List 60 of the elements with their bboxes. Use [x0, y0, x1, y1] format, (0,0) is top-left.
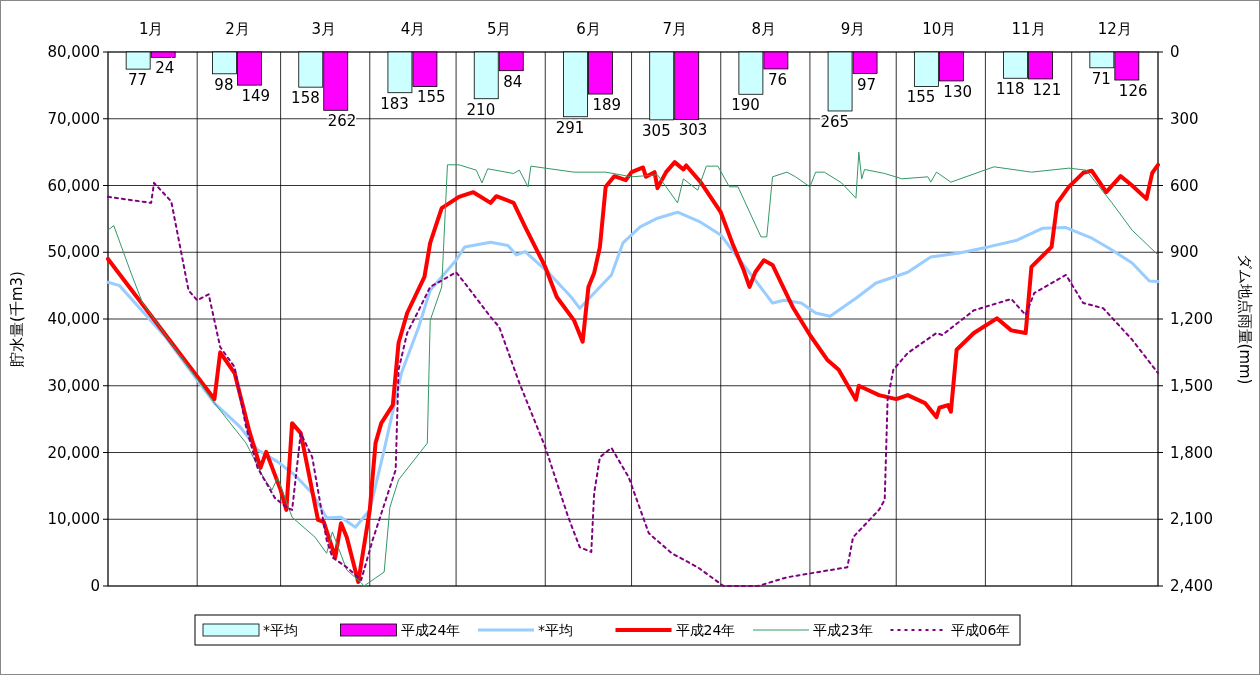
y-tick-label: 60,000 [47, 176, 100, 195]
data-label: 98 [214, 75, 234, 94]
data-label: 155 [416, 88, 446, 107]
legend-label: *平均 [263, 622, 298, 638]
y2-tick-label: 2,100 [1170, 510, 1213, 529]
x-tick-label: 2月 [225, 20, 250, 38]
y-axis-title: 貯水量(千m3) [8, 271, 26, 367]
y-tick-label: 80,000 [47, 43, 100, 61]
data-label: 121 [1032, 80, 1062, 99]
data-label: 71 [1091, 69, 1111, 88]
x-tick-label: 7月 [662, 20, 687, 38]
data-label: 97 [857, 75, 877, 94]
data-label: 183 [380, 94, 409, 113]
y2-tick-label: 0 [1170, 43, 1180, 61]
y-tick-label: 0 [90, 577, 100, 595]
legend-label: 平成24年 [675, 622, 736, 638]
x-tick-label: 10月 [922, 20, 957, 38]
data-label: 190 [731, 96, 760, 115]
x-tick-label: 4月 [400, 20, 426, 38]
x-tick-label: 3月 [311, 20, 337, 38]
data-label: 76 [767, 70, 787, 89]
y-tick-label: 50,000 [47, 243, 100, 262]
y-tick-label: 30,000 [47, 376, 100, 395]
data-label: 84 [503, 72, 523, 91]
y-tick-label: 70,000 [47, 109, 100, 128]
x-tick-label: 12月 [1097, 20, 1132, 38]
data-label: 303 [678, 121, 708, 140]
legend-label: 平成24年 [400, 622, 461, 638]
data-label: 149 [241, 87, 271, 106]
data-label: 118 [995, 80, 1025, 99]
x-tick-label: 6月 [576, 20, 601, 38]
legend-label: *平均 [538, 622, 573, 638]
x-tick-label: 8月 [751, 20, 777, 38]
y2-tick-label: 1,500 [1170, 376, 1213, 395]
y2-axis-title: ダム地点雨量(mm) [1236, 253, 1254, 385]
data-label: 189 [592, 96, 622, 115]
data-label: 158 [291, 89, 320, 108]
data-label: 24 [155, 59, 175, 78]
y2-tick-label: 600 [1170, 176, 1199, 195]
data-label: 210 [466, 100, 496, 119]
data-label: 291 [555, 118, 585, 137]
data-label: 155 [906, 88, 936, 107]
x-tick-label: 11月 [1011, 20, 1046, 38]
data-label: 126 [1118, 82, 1148, 101]
y2-tick-label: 2,400 [1170, 577, 1213, 595]
y2-tick-label: 900 [1170, 243, 1199, 262]
data-label: 305 [642, 121, 671, 140]
y2-tick-label: 1,800 [1170, 443, 1213, 462]
y2-tick-label: 1,200 [1170, 310, 1213, 328]
y-tick-label: 10,000 [47, 510, 100, 529]
legend-label: 平成23年 [813, 622, 873, 638]
x-tick-label: 1月 [138, 20, 164, 38]
y-tick-label: 40,000 [47, 310, 100, 328]
x-tick-label: 5月 [486, 20, 512, 38]
legend-label: 平成06年 [950, 622, 1011, 638]
x-tick-label: 9月 [840, 20, 866, 38]
y-tick-label: 20,000 [47, 443, 100, 462]
data-label: 130 [943, 82, 973, 101]
data-label: 77 [128, 71, 148, 90]
y2-tick-label: 300 [1170, 109, 1199, 128]
